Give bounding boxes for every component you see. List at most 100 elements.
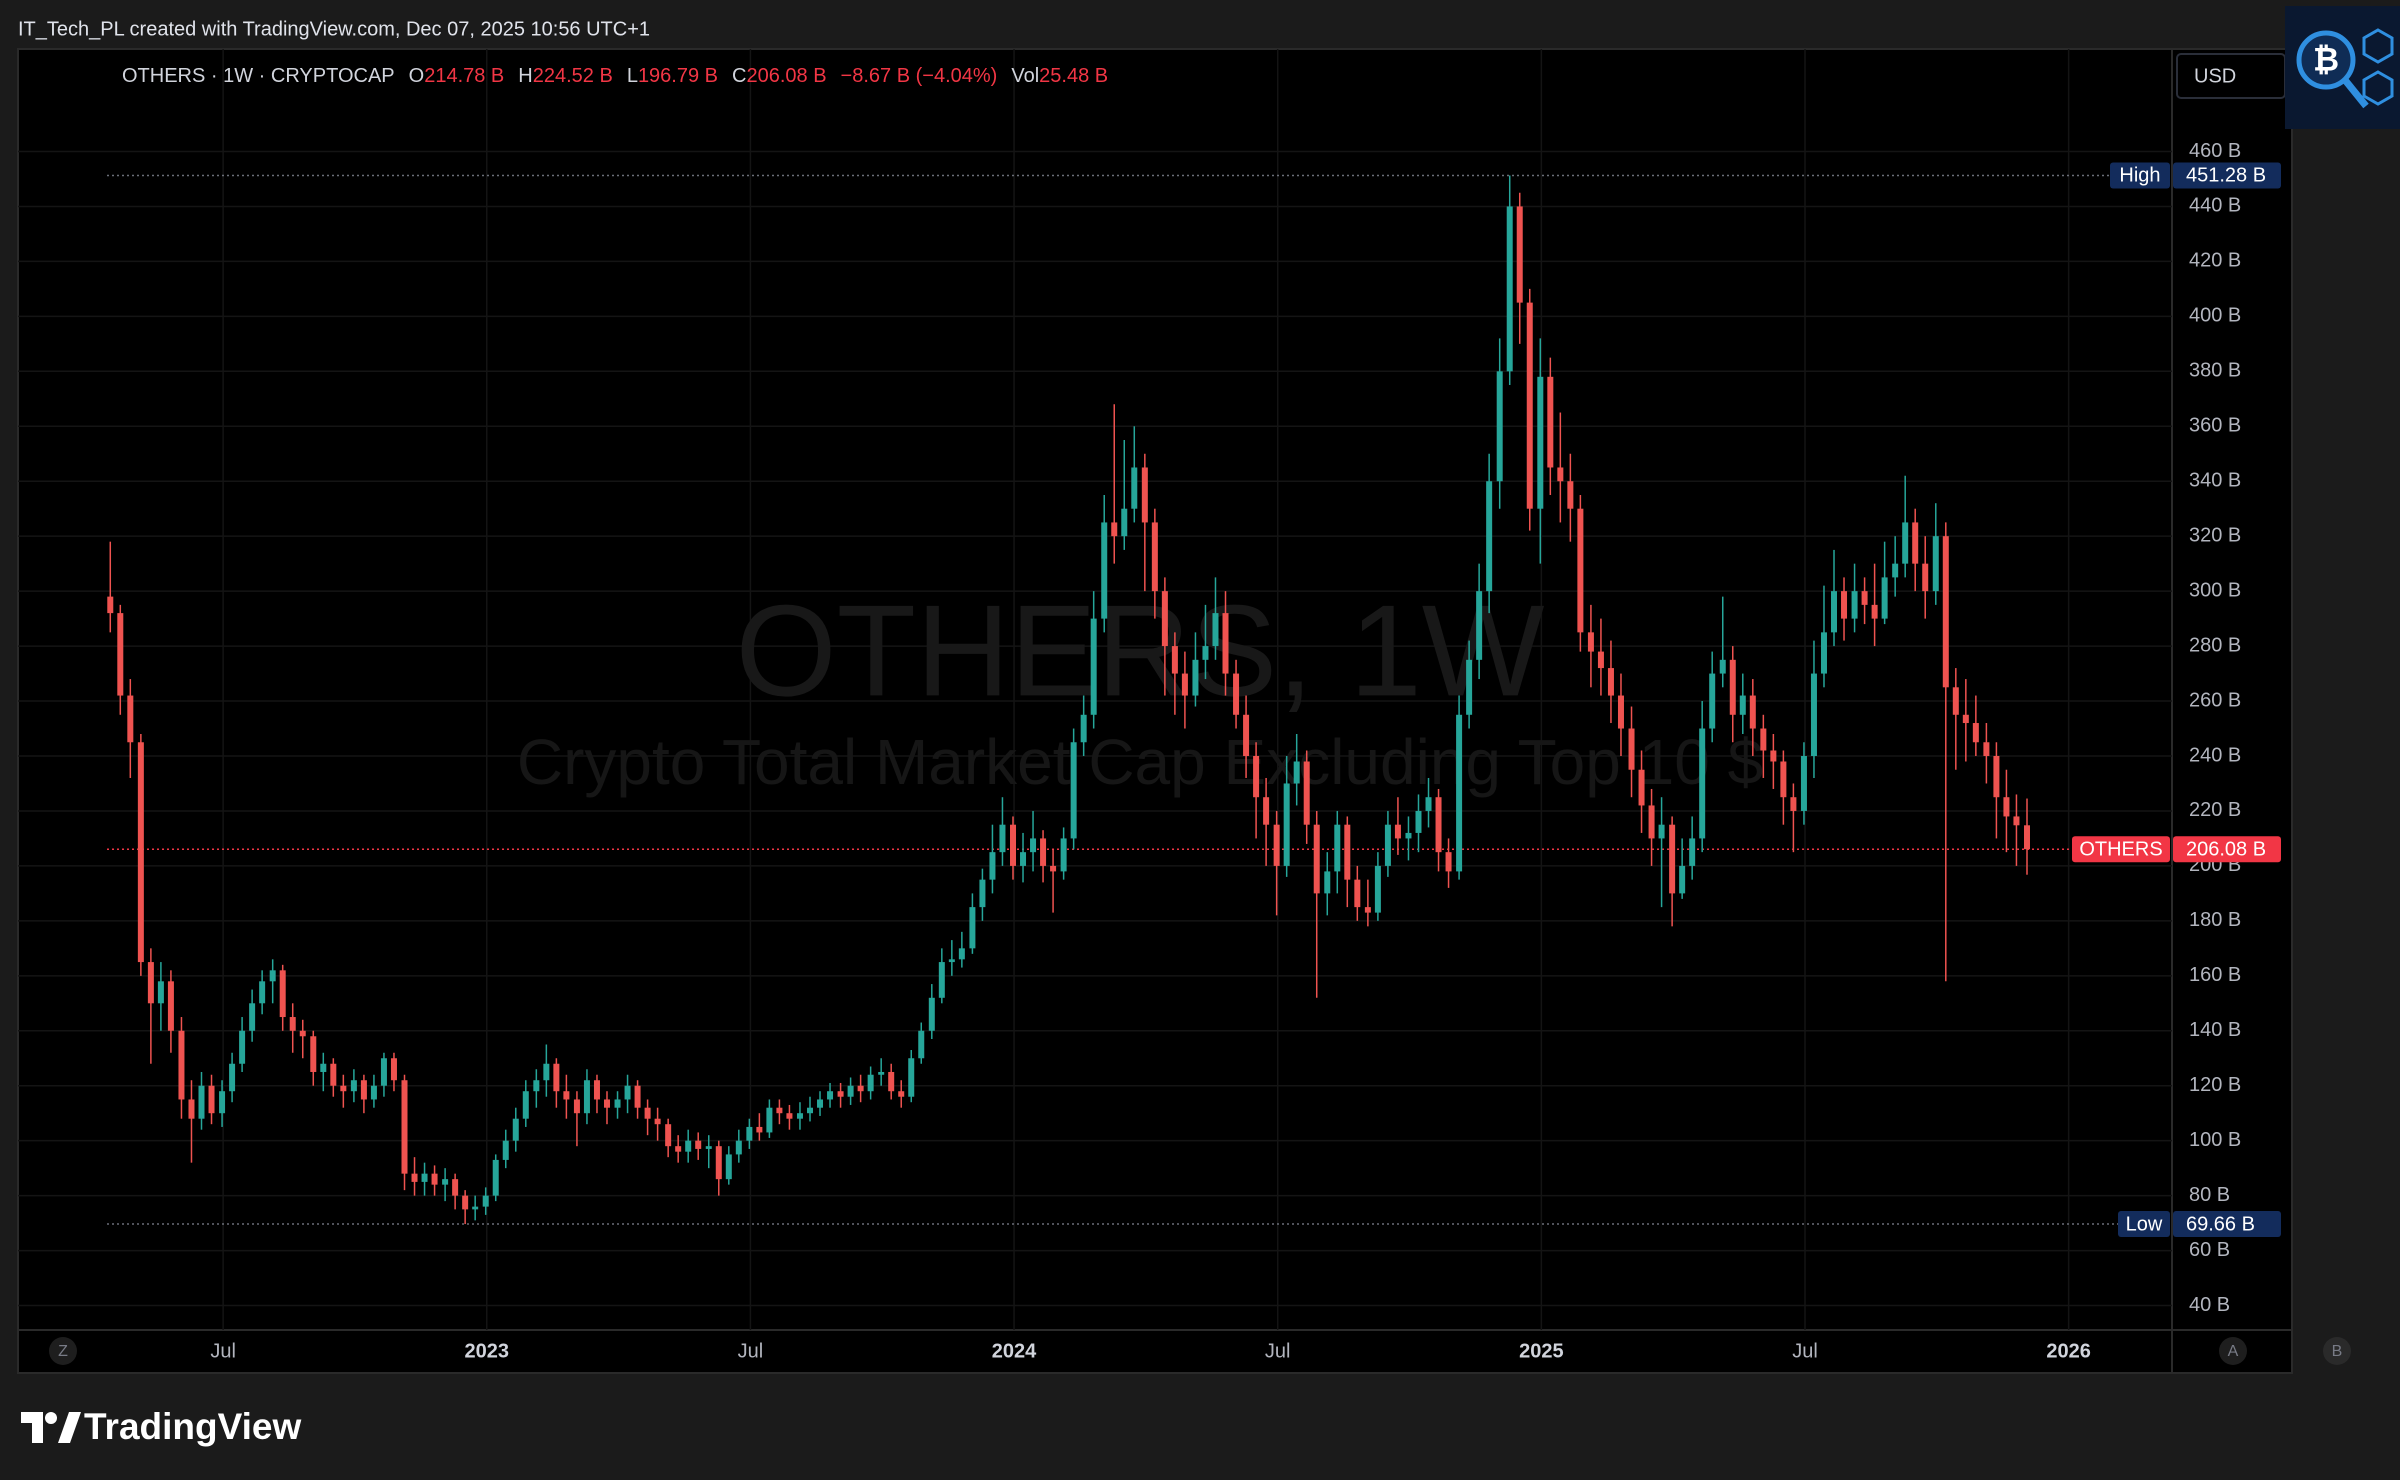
candle-body [634, 1085, 641, 1108]
candle-body [705, 1146, 712, 1149]
candle-body [1993, 755, 2000, 798]
button-z-label[interactable]: Z [58, 1343, 68, 1360]
candle-body [178, 1030, 185, 1100]
candle-body [380, 1058, 387, 1086]
candle-body [1425, 797, 1432, 811]
candle-body [1760, 728, 1767, 751]
price-lines [107, 174, 2172, 1225]
candle-body [1111, 522, 1118, 537]
candle-body [776, 1107, 783, 1114]
currency[interactable]: USD [2194, 65, 2236, 87]
candle-body [603, 1099, 610, 1108]
candle-body [1658, 824, 1665, 839]
y-tick-label: 460 B [2189, 140, 2241, 162]
candle-body [299, 1030, 306, 1037]
candle-body [522, 1091, 529, 1119]
candle-body [786, 1113, 793, 1119]
candle-body [958, 948, 965, 960]
candle-body [1151, 522, 1158, 592]
candle-body [756, 1126, 763, 1133]
x-tick-label: Jul [738, 1340, 764, 1362]
candle-body [1354, 879, 1361, 908]
last-price-value: 206.08 B [2186, 838, 2266, 860]
symbol: OTHERS · 1W · CRYPTOCAP [122, 65, 395, 87]
y-tick-label: 440 B [2189, 195, 2241, 217]
candle-body [442, 1179, 449, 1185]
high-label: H [518, 65, 532, 87]
low-value: 69.66 B [2186, 1213, 2255, 1235]
candle-body [796, 1113, 803, 1119]
open-value: 214.78 B [424, 65, 504, 87]
candle-body [1962, 714, 1969, 724]
candle-body [685, 1140, 692, 1152]
button-b[interactable] [2323, 1337, 2351, 1365]
candle-body [1881, 577, 1888, 619]
candle-body [1831, 591, 1838, 633]
candle-body [624, 1085, 631, 1100]
y-tick-label: 400 B [2189, 305, 2241, 327]
candle-body [1233, 673, 1240, 715]
x-tick-label: Jul [1265, 1340, 1291, 1362]
candle-body [1983, 742, 1990, 756]
candle-body [1273, 824, 1280, 866]
candle-body [1679, 865, 1686, 894]
candle-body [1334, 824, 1341, 872]
candle-body [492, 1159, 499, 1196]
candle-body [1841, 591, 1848, 619]
candle-body [512, 1118, 519, 1141]
candle-body [918, 1030, 925, 1059]
candle-body [1253, 755, 1260, 798]
candle-body [1770, 750, 1777, 762]
y-tick-label: 360 B [2189, 415, 2241, 437]
candle-body [1313, 824, 1320, 894]
candle-body [1466, 659, 1473, 715]
candle-body [1810, 673, 1817, 756]
candle-body [665, 1124, 672, 1147]
candle-body [249, 1003, 256, 1031]
x-tick-label: 2025 [1519, 1340, 1564, 1362]
candle-body [1638, 769, 1645, 806]
y-tick-label: 280 B [2189, 634, 2241, 656]
button-a-label[interactable]: A [2228, 1343, 2239, 1360]
candle-body [229, 1063, 236, 1092]
button-z[interactable] [49, 1337, 77, 1365]
candle-body [147, 962, 154, 1004]
candle-body [350, 1080, 357, 1092]
x-tick-label: Jul [1792, 1340, 1818, 1362]
candle-body [1080, 714, 1087, 743]
candle-body [553, 1063, 560, 1092]
candle-body [1050, 865, 1057, 872]
candle-body [1851, 591, 1858, 619]
candle-body [614, 1099, 621, 1108]
candle-body [1010, 824, 1017, 866]
candle-body [1181, 673, 1188, 696]
candle-body [695, 1140, 702, 1149]
candle-body [310, 1036, 317, 1072]
candle-body [1121, 508, 1128, 537]
candle-body [888, 1071, 895, 1092]
candle-body [908, 1058, 915, 1097]
x-tick-label: 2024 [992, 1340, 1037, 1362]
candle-body [543, 1063, 550, 1081]
channel-logo: ₿ [2285, 6, 2400, 129]
candle-body [573, 1099, 580, 1114]
volume-label: Vol [1011, 65, 1039, 87]
candle-body [462, 1195, 469, 1210]
candle-body [827, 1091, 834, 1100]
button-a[interactable] [2219, 1337, 2247, 1365]
logo-handle [2342, 77, 2369, 109]
candle-body [421, 1173, 428, 1182]
button-b-label[interactable]: B [2332, 1343, 2343, 1360]
candle-body [1486, 481, 1493, 592]
candle-body [107, 596, 114, 614]
y-tick-label: 260 B [2189, 689, 2241, 711]
candle-body [898, 1091, 905, 1097]
candle-body [1932, 536, 1939, 592]
candle-body [1739, 695, 1746, 715]
candle-body [1567, 481, 1574, 509]
candle-body [817, 1099, 824, 1108]
y-tick-label: 80 B [2189, 1184, 2230, 1206]
candle-body [1445, 852, 1452, 872]
